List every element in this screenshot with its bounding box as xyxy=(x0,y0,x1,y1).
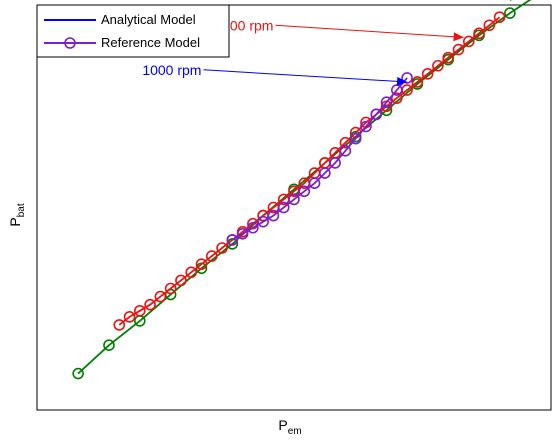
series-1-point xyxy=(483,19,496,32)
legend: Analytical Model Reference Model xyxy=(36,4,230,58)
series-1-point xyxy=(390,92,403,104)
series-1-point xyxy=(205,250,218,262)
annotation-arrow-line xyxy=(203,69,408,83)
series-1-point xyxy=(411,76,424,88)
series-2-point xyxy=(298,185,311,198)
plot-frame xyxy=(36,4,552,411)
series-2-point xyxy=(236,228,249,240)
series-0-point xyxy=(103,339,115,352)
series-2-point xyxy=(401,72,413,84)
legend-label-analytical: Analytical Model xyxy=(101,12,196,27)
y-axis-label: Pbat xyxy=(7,203,27,226)
legend-label-reference: Reference Model xyxy=(101,35,200,50)
series-2-point xyxy=(370,108,383,121)
series-2-point xyxy=(247,221,259,234)
series-1-point xyxy=(195,258,208,271)
series-layer xyxy=(72,0,532,380)
series-1-point xyxy=(113,319,126,331)
series-2-line xyxy=(231,77,408,241)
plot-area xyxy=(36,4,552,411)
annotation-arrowhead xyxy=(453,32,464,42)
series-2-point xyxy=(319,167,331,179)
legend-marker-reference xyxy=(64,37,76,49)
annotation-0: 6000 rpm xyxy=(509,0,513,1)
series-1-point xyxy=(144,298,156,311)
series-1-point xyxy=(442,51,455,64)
series-2-point xyxy=(257,215,269,228)
series-1-point xyxy=(123,311,136,323)
series-2-point xyxy=(267,209,280,222)
series-1-point xyxy=(473,27,485,40)
series-0-point xyxy=(504,7,516,19)
annotation-2: 1000 rpm xyxy=(142,62,408,86)
annotation-1: 2000 rpm xyxy=(214,17,464,42)
series-1-point xyxy=(164,282,177,295)
series-0-point xyxy=(72,367,84,380)
series-1-point xyxy=(421,68,434,80)
series-1-point xyxy=(493,11,506,23)
series-2-point xyxy=(339,145,352,157)
series-2-point xyxy=(226,234,239,246)
annotation-arrow-line xyxy=(275,24,464,38)
series-1-point xyxy=(432,59,444,72)
series-2-point xyxy=(288,193,300,206)
series-2-point xyxy=(277,201,290,214)
series-1-point xyxy=(216,242,228,254)
series-2 xyxy=(226,72,413,246)
series-1-line xyxy=(118,16,501,326)
annotation-arrowhead xyxy=(509,0,513,1)
series-1-point xyxy=(154,290,167,303)
series-1-point xyxy=(175,274,187,287)
series-2-point xyxy=(380,96,393,108)
series-1-point xyxy=(452,43,465,56)
series-2-point xyxy=(308,177,321,189)
series-2-point xyxy=(390,84,403,96)
annotation-arrowhead xyxy=(396,76,408,86)
series-1-point xyxy=(462,35,475,48)
annotation-label: 1000 rpm xyxy=(142,62,201,78)
x-axis-label: Pem xyxy=(278,417,301,437)
series-1-point xyxy=(185,266,197,279)
series-1-point xyxy=(134,304,146,317)
series-1 xyxy=(113,11,506,331)
series-2-point xyxy=(360,120,372,133)
series-2-point xyxy=(329,157,341,169)
series-1-point xyxy=(339,136,352,149)
series-2-point xyxy=(349,132,362,145)
